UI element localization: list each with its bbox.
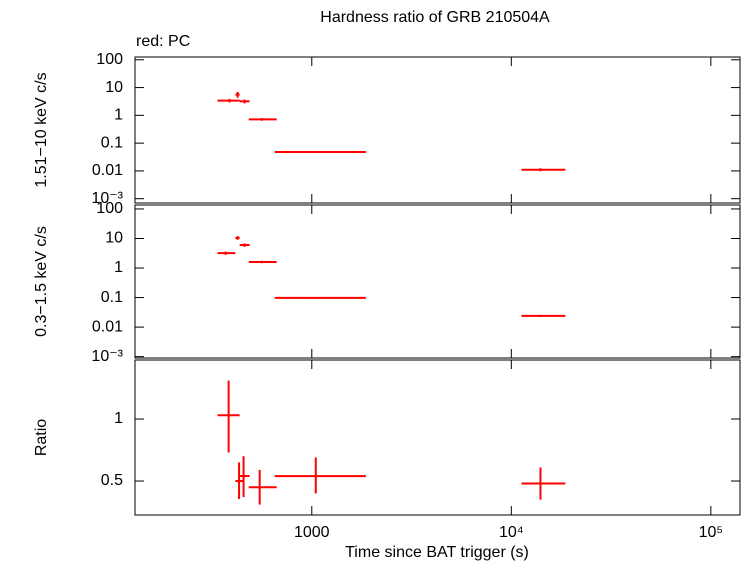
y-tick-label: 0.5 <box>101 472 123 489</box>
plot-frame <box>134 204 741 359</box>
y-tick-label: 1 <box>114 107 123 124</box>
y-axis-label: Ratio <box>33 419 50 456</box>
y-tick-label: 100 <box>96 200 123 217</box>
y-tick-label: 100 <box>96 51 123 68</box>
y-tick-label: 10⁻³ <box>91 190 123 207</box>
y-tick-label: 0.01 <box>92 162 123 179</box>
y-axis-label: 0.3−1.5 keV c/s <box>33 226 50 337</box>
x-tick-label: 10⁴ <box>499 524 524 541</box>
y-tick-label: 0.1 <box>101 289 123 306</box>
y-tick-label: 1 <box>114 259 123 276</box>
y-axis-label: 1.51−10 keV c/s <box>33 72 50 187</box>
y-tick-label: 10⁻³ <box>91 348 123 365</box>
y-tick-label: 0.1 <box>101 134 123 151</box>
chart-title: Hardness ratio of GRB 210504A <box>320 9 550 26</box>
x-tick-label: 10⁵ <box>699 524 723 541</box>
plot-frame <box>134 359 741 516</box>
y-tick-label: 0.01 <box>92 318 123 335</box>
x-axis-label: Time since BAT trigger (s) <box>345 544 529 561</box>
annotation: red: PC <box>136 33 190 50</box>
y-tick-label: 10 <box>105 230 123 247</box>
plot-frame <box>134 56 741 204</box>
y-tick-label: 1 <box>114 410 123 427</box>
y-tick-label: 10 <box>105 79 123 96</box>
x-tick-label: 1000 <box>294 524 330 541</box>
